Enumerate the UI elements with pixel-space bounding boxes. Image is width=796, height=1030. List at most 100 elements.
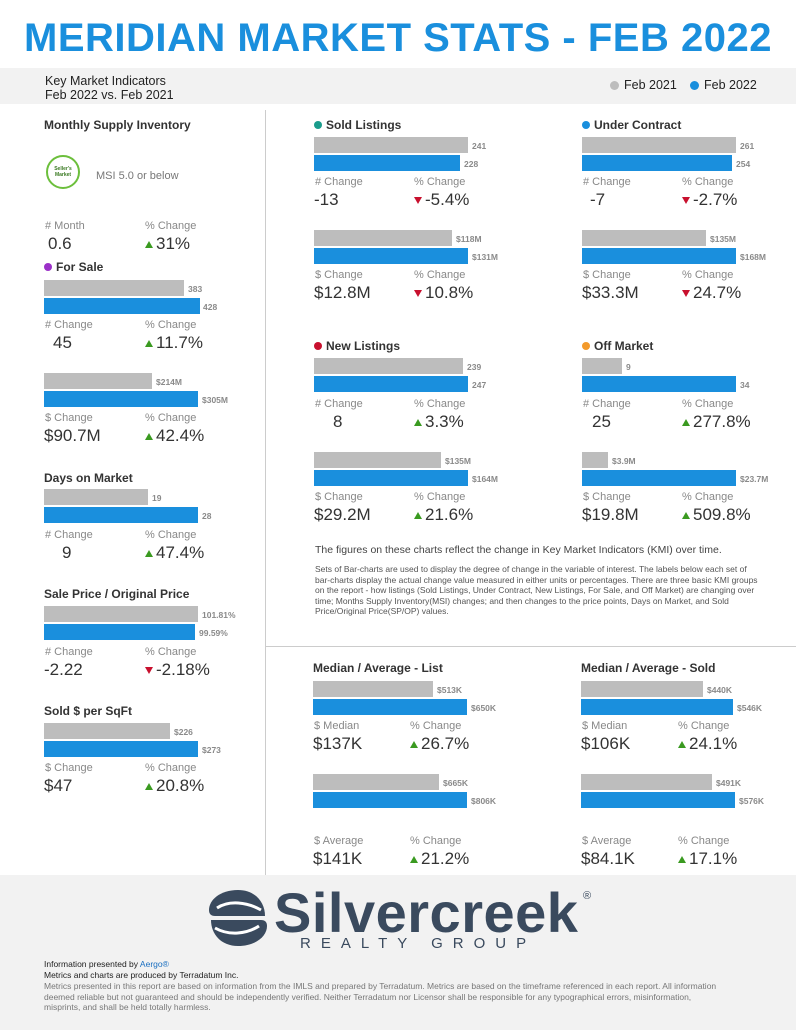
bar-list-median-prior [313,681,433,697]
list-label-d: % Change [410,835,462,847]
bar-sqft-current [44,741,198,757]
seal-text: Seller's Market [54,166,72,178]
new-listings-title: New Listings [314,339,400,353]
soldp-value-c: $84.1K [581,849,635,869]
up-arrow-icon [414,418,422,426]
bar-list-avg-current [313,792,467,808]
up-arrow-icon [678,855,686,863]
up-arrow-icon [414,511,422,519]
for-sale-value-c-text: $90.7M [44,426,101,445]
for-sale-value-b-text: 11.7% [156,333,203,352]
sold-value-a: -13 [314,190,339,210]
down-arrow-icon [145,666,153,674]
down-arrow-icon [414,289,422,297]
sqft-label-b: % Change [145,762,197,774]
list-value-a-text: $137K [313,734,363,753]
bar-label-sold-count-current: 228 [464,159,479,169]
sold-label-c: $ Change [315,269,363,281]
dom-label-a: # Change [45,529,93,541]
subtitle-line2: Feb 2022 vs. Feb 2021 [45,88,174,102]
uc-label-c: $ Change [583,269,631,281]
bar-spop-prior [44,606,198,622]
legend-prior: Feb 2021 [610,78,677,92]
bar-label-sold-dollar-current: $131M [472,252,498,262]
bar-label-list-avg-prior: $665K [443,778,469,788]
for-sale-title-text: For Sale [56,260,104,274]
for-sale-value-d-text: 42.4% [156,426,205,445]
bar-new-count-prior [314,358,463,374]
section-divider [266,646,796,647]
bar-label-for-sale-count-current: 428 [203,302,218,312]
off-value-d: 509.8% [682,505,751,525]
bar-label-new-dollar-prior: $135M [445,456,471,466]
list-value-c: $141K [313,849,362,869]
up-arrow-icon [410,740,418,748]
bar-label-new-count-prior: 239 [467,362,482,372]
bar-dom-current [44,507,198,523]
soldp-value-c-text: $84.1K [581,849,635,868]
bar-label-for-sale-count-prior: 383 [188,284,203,294]
legend-dot-current [690,80,699,90]
column-divider [265,110,266,875]
under-contract-dot [582,121,590,129]
sold-value-d: 10.8% [414,283,473,303]
bar-label-uc-dollar-current: $168M [740,252,766,262]
bar-label-spop-current: 99.59% [199,628,228,638]
for-sale-value-a: 45 [53,333,72,353]
bar-label-sqft-current: $273 [202,745,221,755]
bar-soldp-avg-current [581,792,735,808]
bar-list-median-current [313,699,467,715]
bar-label-for-sale-dollar-prior: $214M [156,377,182,387]
for-sale-label-c: $ Change [45,412,93,424]
produced-by: Metrics and charts are produced by Terra… [44,970,239,980]
bar-label-dom-prior: 19 [152,493,162,503]
list-value-a: $137K [313,734,362,754]
bar-label-uc-count-prior: 261 [740,141,755,151]
bar-off-count-current [582,376,736,392]
list-value-c-text: $141K [313,849,363,868]
bar-off-dollar-prior [582,452,608,468]
bar-label-spop-prior: 101.81% [202,610,236,620]
list-value-b-text: 26.7% [421,734,470,753]
dom-value-a-text: 9 [62,543,72,562]
sold-value-a-text: -13 [314,190,339,209]
up-arrow-icon [682,511,690,519]
aergo-link[interactable]: Aergo® [139,959,169,969]
new-value-a-text: 8 [333,412,343,431]
new-label-b: % Change [414,398,466,410]
down-arrow-icon [682,196,690,204]
bar-soldp-median-current [581,699,733,715]
spop-title: Sale Price / Original Price [44,587,190,601]
for-sale-label-b: % Change [145,319,197,331]
page-title: MERIDIAN MARKET STATS - FEB 2022 [24,16,772,60]
footer-band [0,875,796,1030]
for-sale-label-a: # Change [45,319,93,331]
bar-label-for-sale-dollar-current: $305M [202,395,228,405]
off-value-c: $19.8M [582,505,639,525]
bar-for-sale-count-current [44,298,200,314]
bar-label-list-avg-current: $806K [471,796,497,806]
msi-change-value: 31% [156,234,191,253]
up-arrow-icon [145,432,153,440]
sold-value-b-text: -5.4% [425,190,470,209]
soldp-value-d-text: 17.1% [689,849,738,868]
dom-value-b: 47.4% [145,543,204,563]
disclaimer: Metrics presented in this report are bas… [44,981,717,1012]
logo-subtitle: REALTY GROUP [300,935,537,952]
bar-off-dollar-current [582,470,736,486]
bar-label-soldp-avg-current: $576K [739,796,765,806]
new-label-a: # Change [315,398,363,410]
bar-label-off-dollar-prior: $3.9M [612,456,636,466]
presented-by: Information presented by Aergo® [44,959,169,969]
bar-sqft-prior [44,723,170,739]
legend-dot-prior [610,80,619,90]
off-market-title-text: Off Market [594,339,654,353]
spop-value-b: -2.18% [145,660,210,680]
under-contract-title: Under Contract [582,118,681,132]
spop-value-b-text: -2.18% [156,660,210,679]
sellers-market-seal-icon: Seller's Market [46,155,80,189]
sqft-title: Sold $ per SqFt [44,704,133,718]
new-value-d-text: 21.6% [425,505,474,524]
bar-uc-dollar-prior [582,230,706,246]
sold-value-d-text: 10.8% [425,283,474,302]
